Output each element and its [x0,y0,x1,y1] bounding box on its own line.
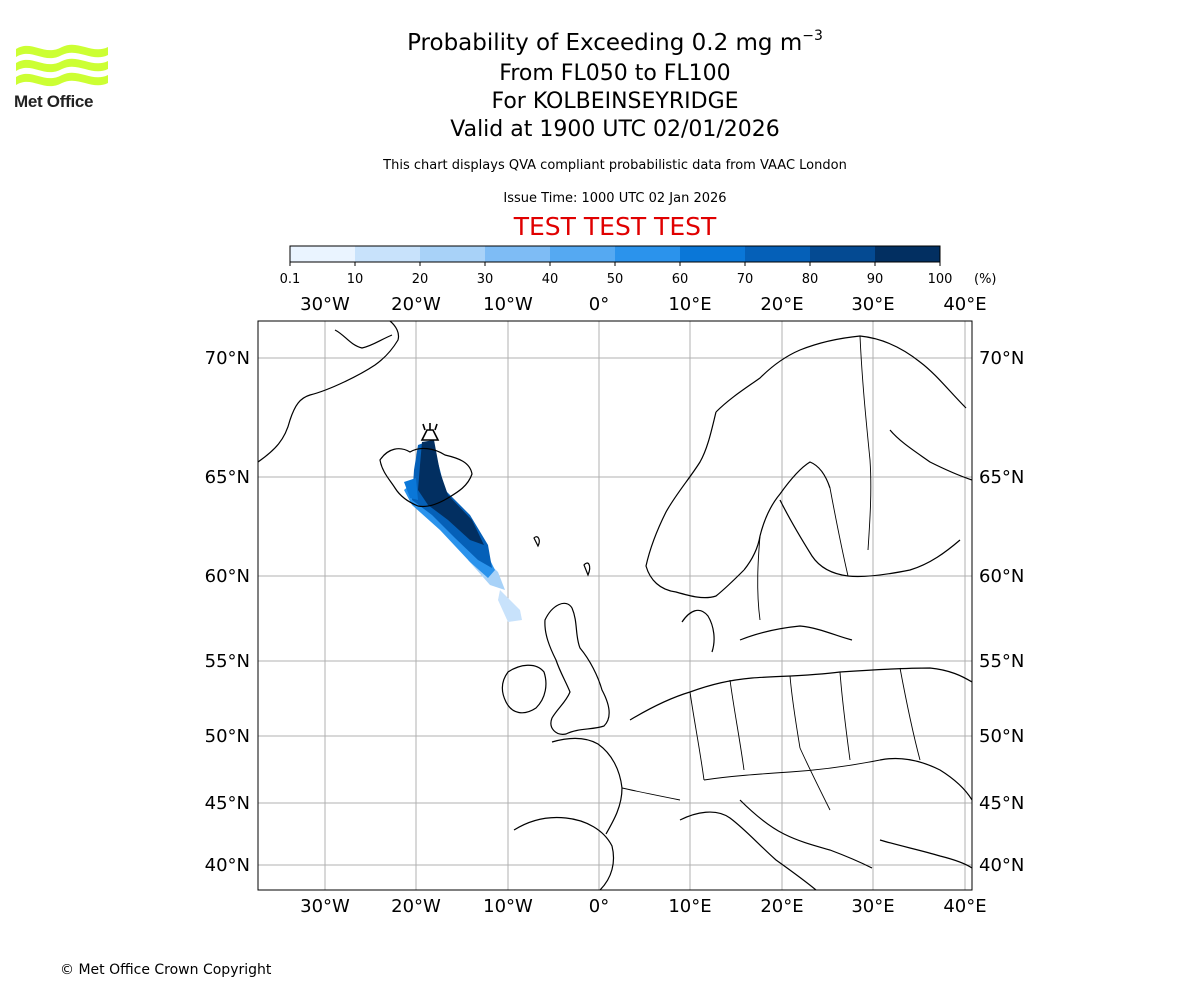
adriatic-coast [739,799,873,869]
chart-description: This chart displays QVA compliant probab… [383,158,847,173]
colorbar-tick-label: 20 [412,272,429,287]
longitude-label: 40°E [943,896,986,917]
map-frame [257,320,973,891]
northern-coast [715,335,967,413]
longitude-label: 40°E [943,294,986,315]
colorbar-segment [485,246,551,262]
italy-balkans-coast [679,811,817,890]
volcano-icon [420,423,440,441]
longitude-label: 30°W [300,294,350,315]
latitude-label: 55°N [979,651,1024,672]
latitude-label: 60°N [979,566,1024,587]
colorbar-segment [420,246,486,262]
norway-coast [645,411,745,599]
colorbar-tick-label: 80 [802,272,819,287]
longitude-labels-top: 30°W 20°W 10°W 0° 10°E 20°E 30°E 40°E [300,294,986,315]
latitude-label: 40°N [979,855,1024,876]
black-sea-coast [879,757,972,801]
longitude-label: 20°W [391,294,441,315]
ash-probability-plume [404,440,522,622]
colorbar-unit: (%) [974,272,997,287]
gridlines [258,321,972,890]
colorbar-tick-label: 100 [928,272,953,287]
colorbar-segment [680,246,746,262]
title-line-4: Valid at 1900 UTC 02/01/2026 [450,117,780,142]
longitude-label: 30°E [851,294,894,315]
longitude-label: 20°E [760,294,803,315]
longitude-label: 30°W [300,896,350,917]
latitude-label: 50°N [979,726,1024,747]
colorbar-segment [355,246,421,262]
title-line-1: Probability of Exceeding 0.2 mg m−3 [407,28,823,56]
colorbar-segment [745,246,811,262]
longitude-label: 10°E [668,294,711,315]
longitude-label: 30°E [851,896,894,917]
latitude-label: 55°N [205,651,250,672]
longitude-label: 10°E [668,896,711,917]
great-britain-coast [544,602,610,735]
colorbar-segment [615,246,681,262]
country-borders [621,335,921,811]
greenland-coast-north [334,329,393,349]
brittany-france-coast [551,737,623,835]
faroes [533,536,540,548]
latitude-label: 65°N [979,467,1024,488]
longitude-label: 20°W [391,896,441,917]
colorbar-segment [290,246,356,262]
test-banner: TEST TEST TEST [513,212,717,241]
longitude-label: 20°E [760,896,803,917]
latitude-labels-right: 70°N 65°N 60°N 55°N 50°N 45°N 40°N [979,348,1024,876]
longitude-label: 10°W [483,896,533,917]
latitude-label: 45°N [979,793,1024,814]
latitude-label: 65°N [205,467,250,488]
title-line-3: For KOLBEINSEYRIDGE [491,89,739,114]
latitude-label: 70°N [205,348,250,369]
latitude-labels-left: 70°N 65°N 60°N 55°N 50°N 45°N 40°N [205,348,250,876]
colorbar-tick-label: 40 [542,272,559,287]
colorbar-tick-label: 30 [477,272,494,287]
turkey-coast [879,839,972,869]
map-area [258,321,972,890]
north-europe-coast [629,667,972,721]
longitude-label: 0° [589,294,609,315]
iberia-coast [513,816,615,890]
baltic-south-coast [739,625,853,641]
latitude-label: 40°N [205,855,250,876]
colorbar-tick-label: 0.1 [280,272,301,287]
colorbar-tick-label: 10 [347,272,364,287]
colorbar-tick-label: 90 [867,272,884,287]
colorbar: 0.1 10 20 30 40 50 60 70 80 90 100 [280,245,953,287]
latitude-label: 45°N [205,793,250,814]
latitude-label: 50°N [205,726,250,747]
colorbar-tick-label: 70 [737,272,754,287]
denmark-coast [681,609,715,653]
colorbar-tick-label: 60 [672,272,689,287]
met-office-logo-waves [16,44,108,87]
colorbar-segment [875,246,941,262]
iceland-coast [379,447,473,508]
met-office-logo-text: Met Office [14,92,94,111]
sweden-coast [743,461,831,571]
latitude-label: 70°N [979,348,1024,369]
longitude-label: 0° [589,896,609,917]
title-line-2: From FL050 to FL100 [499,61,731,86]
colorbar-segment [810,246,876,262]
copyright-notice: © Met Office Crown Copyright [60,962,272,978]
issue-time: Issue Time: 1000 UTC 02 Jan 2026 [503,191,727,206]
greenland-coast [258,321,400,463]
colorbar-segment [550,246,616,262]
longitude-label: 10°W [483,294,533,315]
kola-coast [889,429,972,481]
colorbar-tick-label: 50 [607,272,624,287]
chart-title: Probability of Exceeding 0.2 mg m−3 From… [300,26,930,144]
longitude-labels-bottom: 30°W 20°W 10°W 0° 10°E 20°E 30°E 40°E [300,896,986,917]
ireland-coast [501,664,547,714]
latitude-label: 60°N [205,566,250,587]
